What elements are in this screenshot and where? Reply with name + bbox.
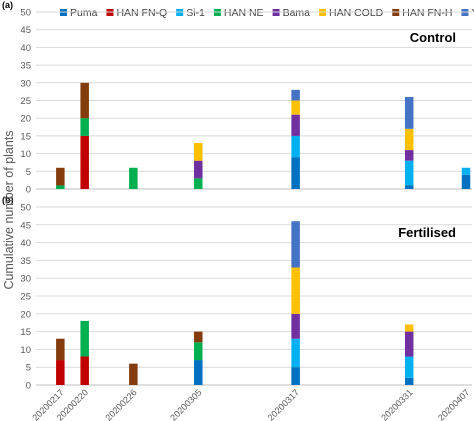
bar-segment-han-fn-h [80, 82, 89, 119]
bar-segment-han-ne [129, 167, 138, 189]
bar-segment-han-ne [194, 342, 203, 361]
x-tick-label: 20200317 [266, 387, 301, 421]
legend-label: Yumai [471, 7, 474, 19]
y-tick-label: 45 [20, 25, 31, 36]
bar-segment-han-cold [404, 128, 414, 151]
y-tick-label: 20 [20, 114, 31, 125]
bar-segment-si-1 [461, 167, 471, 175]
bar-segment-han-ne [80, 320, 89, 357]
y-tick-label: 20 [20, 309, 31, 320]
legend-label: Bama [283, 7, 311, 19]
bar-segment-puma [291, 367, 300, 385]
y-tick-label: 45 [20, 220, 31, 231]
legend-label: Puma [70, 7, 98, 19]
y-tick-label: 50 [20, 203, 31, 214]
y-axis-label: Cumulative number of plants [2, 130, 16, 289]
panel-control: 0 5 10 15 20 25 30 35 40 45 50 (a) Control [2, 0, 472, 196]
bar-segment-yumai [404, 96, 414, 129]
y-tick-label: 5 [26, 167, 31, 178]
bar-segment-si-1 [404, 160, 414, 186]
bar-segment-si-1 [404, 356, 414, 378]
bar-segment-puma [404, 185, 414, 189]
y-tick-label: 0 [26, 381, 31, 392]
y-tick-label: 25 [20, 96, 31, 107]
bar-segment-bama [291, 114, 300, 136]
y-tick-label: 5 [26, 363, 31, 374]
y-tick-label: 40 [20, 43, 31, 54]
bar-segment-han-cold [291, 100, 300, 115]
legend-label: HAN COLD [329, 7, 384, 19]
bar-segment-han-ne [194, 178, 203, 189]
y-tick-label: 10 [20, 149, 31, 160]
panel-letter: (a) [2, 0, 13, 10]
x-tick-label: > 20200407 [431, 387, 472, 421]
y-tick-label: 10 [20, 345, 31, 356]
legend-label: Si-1 [186, 7, 205, 19]
y-tick-label: 30 [20, 78, 31, 89]
bar-segment-han-ne [80, 118, 89, 136]
bar-segment-bama [404, 150, 414, 161]
legend-label: HAN FN-Q [116, 7, 167, 19]
bar-segment-han-ne [56, 185, 65, 189]
bar-segment-puma [461, 174, 471, 189]
y-tick-label: 0 [26, 185, 31, 196]
bar-segment-puma [291, 157, 300, 189]
y-tick-label: 40 [20, 238, 31, 249]
bar-segment-puma [404, 377, 414, 385]
bar-segment-han-fn-h [194, 331, 203, 343]
y-tick-label: 50 [20, 8, 31, 19]
bar-segment-bama [404, 331, 414, 357]
x-tick-label: 20200305 [168, 387, 203, 421]
panel-title: Control [410, 30, 456, 45]
y-tick-label: 35 [20, 61, 31, 72]
panel-fertilised: 0 5 10 15 20 25 30 35 40 45 50 (b) Fertilised [2, 195, 472, 392]
bar-segment-si-1 [291, 135, 300, 158]
chart-legend: Puma HAN FN-Q Si-1 HAN NE Bama HAN COLD HAN FN… [60, 7, 474, 19]
legend-label: HAN FN-H [402, 7, 452, 19]
y-tick-label: 25 [20, 292, 31, 303]
y-tick-label: 30 [20, 274, 31, 285]
y-tick-label: 15 [20, 327, 31, 338]
bar-segment-bama [291, 313, 300, 339]
panel-letter: (b) [2, 195, 14, 205]
bar-segment-han-cold [291, 267, 300, 314]
bar-segment-yumai [291, 221, 300, 268]
y-tick-label: 15 [20, 131, 31, 142]
bar-segment-bama [194, 160, 203, 179]
panel-title: Fertilised [398, 225, 456, 240]
bar-segment-han-fn-q [80, 356, 89, 385]
y-tick-label: 35 [20, 256, 31, 267]
legend-label: HAN NE [224, 7, 264, 19]
bar-segment-yumai [291, 89, 300, 101]
bar-segment-si-1 [291, 338, 300, 368]
bar-segment-han-cold [194, 142, 203, 161]
bar-segment-han-fn-h [129, 363, 138, 385]
x-tick-label: 20200226 [103, 387, 138, 421]
x-tick-label: 20200331 [379, 387, 414, 421]
bar-segment-han-fn-q [80, 135, 89, 189]
bar-segment-han-cold [404, 324, 414, 332]
bar-segment-han-fn-h [56, 338, 65, 361]
bar-segment-puma [194, 360, 203, 385]
bar-segment-han-fn-q [56, 360, 65, 385]
bar-segment-han-fn-h [56, 167, 65, 186]
